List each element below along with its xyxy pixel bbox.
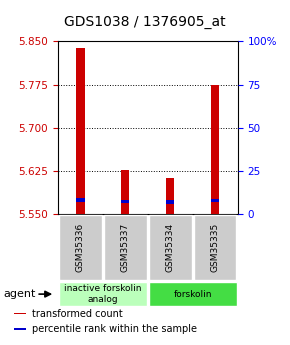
Text: GSM35337: GSM35337 bbox=[121, 223, 130, 272]
Text: GDS1038 / 1376905_at: GDS1038 / 1376905_at bbox=[64, 16, 226, 29]
Text: agent: agent bbox=[3, 289, 35, 299]
Bar bbox=[149, 282, 237, 306]
Bar bbox=[122, 199, 129, 203]
Bar bbox=[14, 313, 26, 314]
Bar bbox=[77, 198, 84, 202]
Text: transformed count: transformed count bbox=[32, 308, 122, 318]
Bar bbox=[166, 200, 174, 204]
Bar bbox=[194, 215, 236, 280]
Text: forskolin: forskolin bbox=[174, 289, 212, 299]
Bar bbox=[211, 199, 219, 203]
Bar bbox=[77, 48, 84, 214]
Bar bbox=[59, 215, 102, 280]
Bar bbox=[211, 85, 219, 214]
Bar bbox=[149, 215, 191, 280]
Text: GSM35335: GSM35335 bbox=[211, 223, 220, 272]
Bar bbox=[122, 170, 129, 214]
Bar bbox=[14, 328, 26, 329]
Text: GSM35336: GSM35336 bbox=[76, 223, 85, 272]
Bar bbox=[59, 282, 147, 306]
Text: percentile rank within the sample: percentile rank within the sample bbox=[32, 324, 197, 334]
Text: inactive forskolin
analog: inactive forskolin analog bbox=[64, 284, 142, 304]
Text: GSM35334: GSM35334 bbox=[166, 223, 175, 272]
Bar bbox=[104, 215, 146, 280]
Bar bbox=[166, 178, 174, 214]
